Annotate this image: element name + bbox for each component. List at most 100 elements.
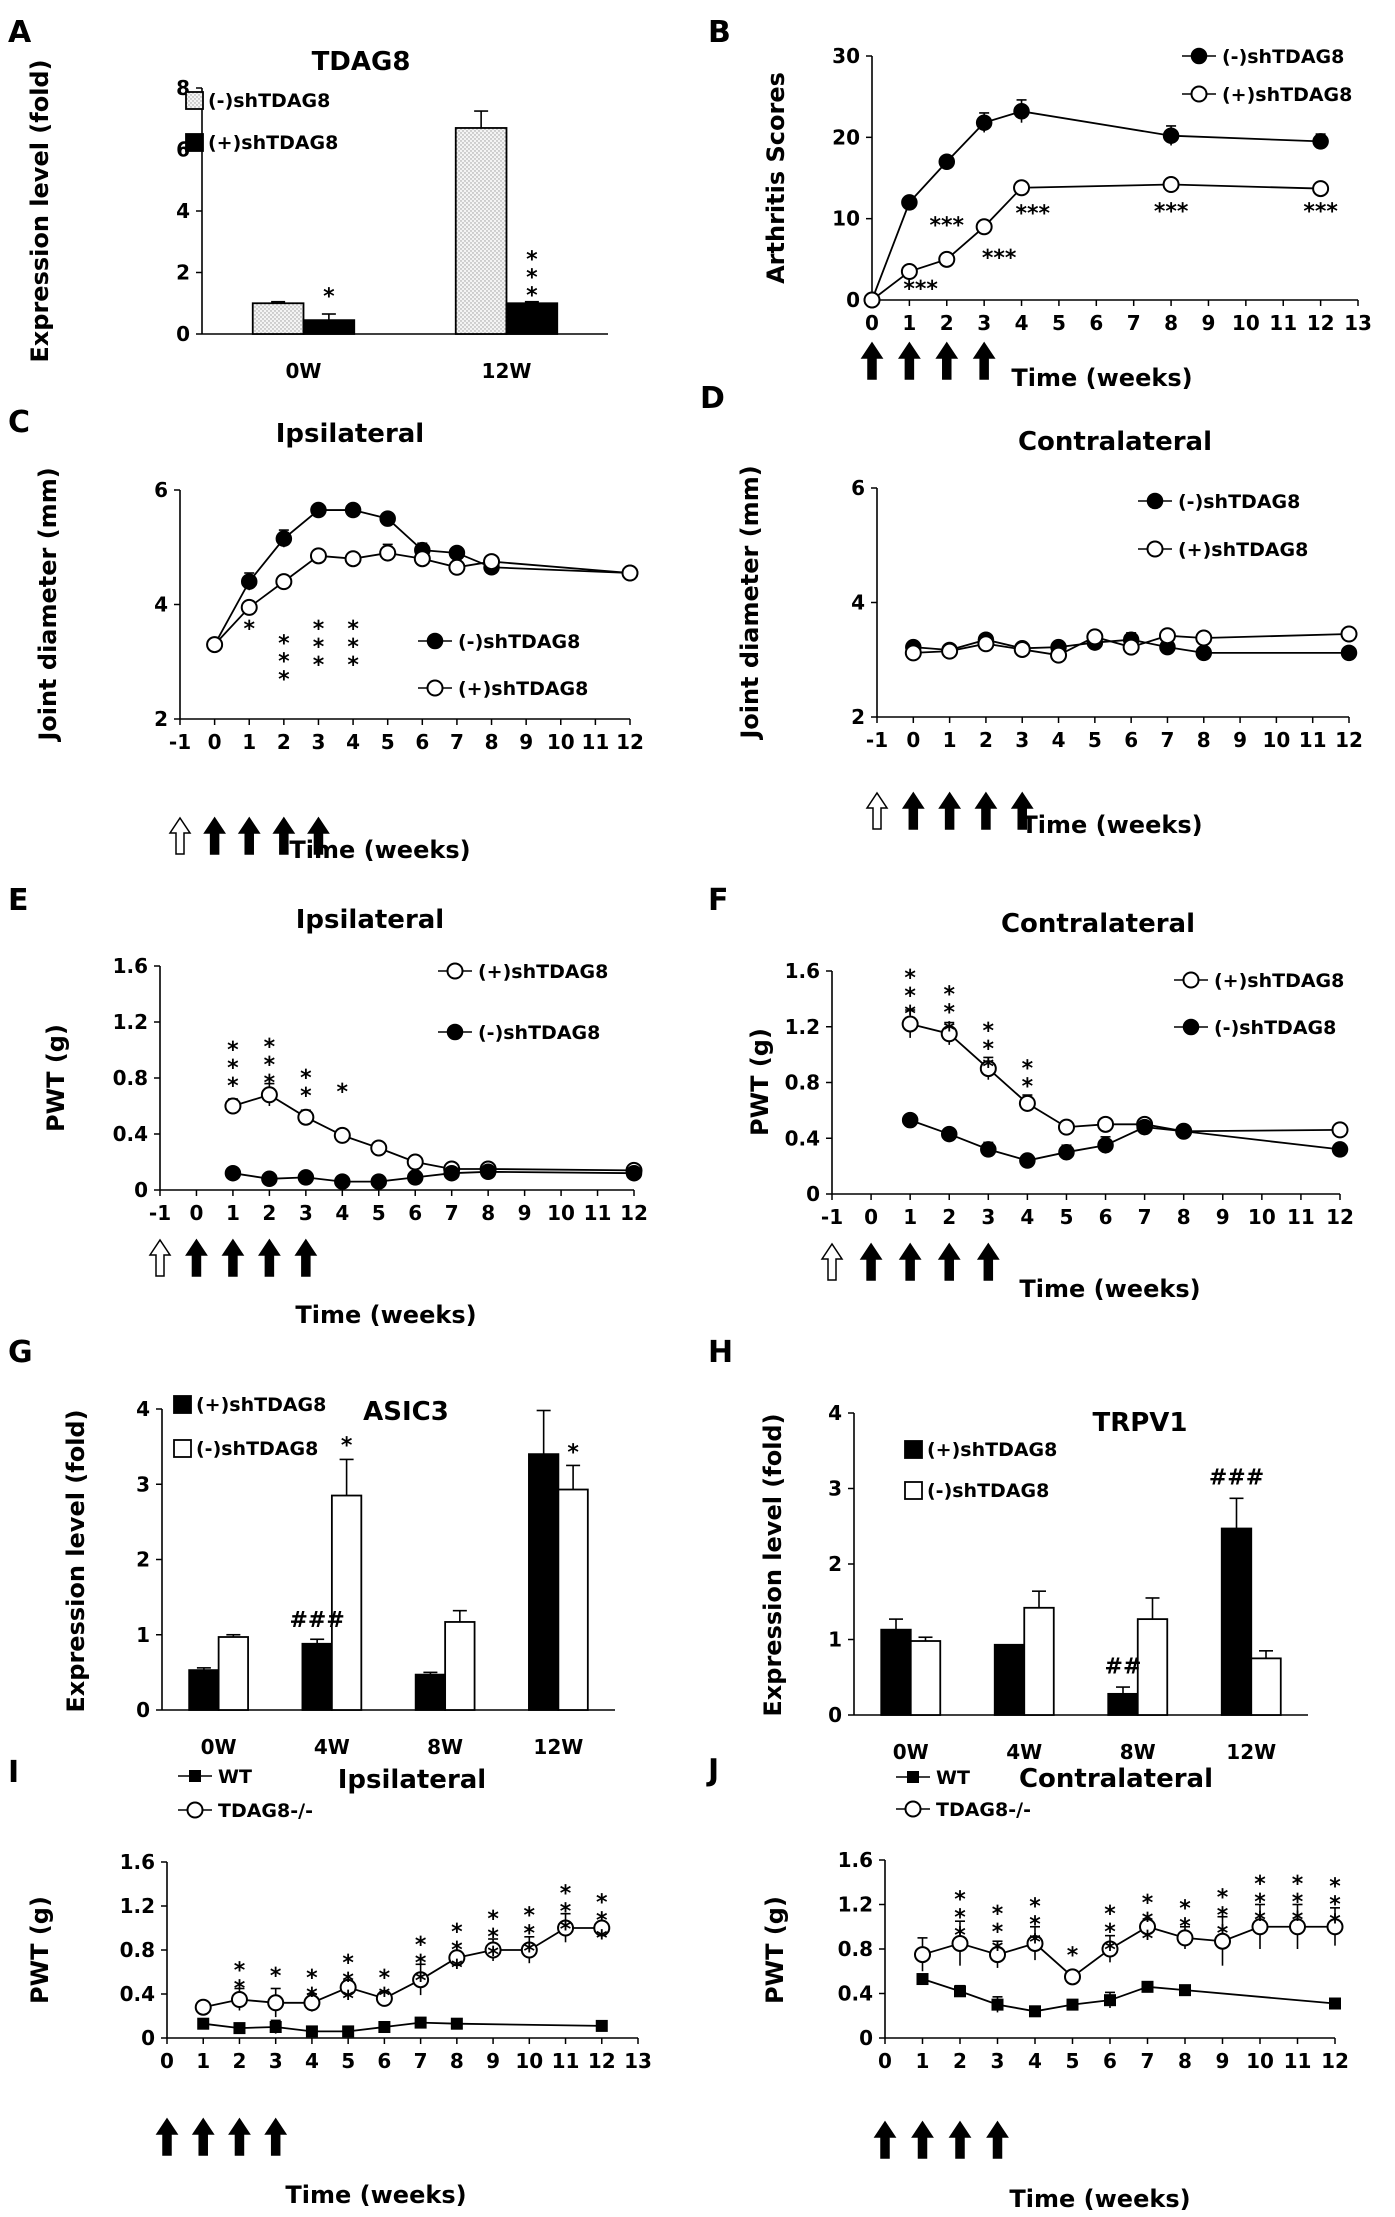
significance-mark: * *	[1022, 1057, 1034, 1100]
injection-arrow	[228, 2117, 251, 2156]
y-tick-label: 0.8	[785, 1071, 820, 1095]
data-point	[520, 1941, 538, 1959]
data-point	[557, 1919, 575, 1937]
x-axis-label: Time (weeks)	[285, 2181, 466, 2209]
bar	[1107, 1692, 1139, 1716]
y-axis-label: PWT (g)	[761, 1896, 789, 2004]
data-point	[379, 510, 396, 527]
injection-arrow	[191, 2117, 215, 2156]
y-tick-label: 0	[141, 2026, 155, 2050]
significance-mark: * *	[306, 1966, 318, 2009]
data-point	[1340, 644, 1358, 662]
data-point	[224, 1164, 242, 1182]
legend-marker	[446, 962, 464, 980]
x-tick-label: 5	[1060, 1205, 1074, 1229]
series-line	[922, 1925, 1335, 1978]
data-point	[1331, 1141, 1349, 1158]
data-point	[1050, 646, 1068, 664]
y-tick-label: 2	[176, 261, 190, 285]
data-point	[479, 1163, 497, 1181]
x-tick-label: 11	[581, 730, 609, 754]
x-tick-label: 5	[1088, 728, 1102, 752]
y-tick-label: 2	[154, 707, 168, 731]
chart-title: Ipsilateral	[296, 905, 444, 935]
series-line	[913, 638, 1349, 654]
injection-arrow	[938, 791, 962, 830]
significance-mark: ***	[415, 1933, 427, 1994]
injection-arrow	[307, 816, 330, 855]
injection-arrow	[264, 2117, 288, 2156]
data-point	[305, 2025, 318, 2038]
significance-mark: ***	[278, 631, 290, 692]
significance-mark: ***	[313, 617, 325, 678]
data-point	[1086, 628, 1104, 646]
data-point	[901, 1015, 919, 1033]
y-axis-label: Arthritis Scores	[762, 72, 790, 284]
series-line	[909, 1023, 1341, 1133]
significance-mark: ***	[1303, 200, 1338, 225]
y-tick-label: 6	[851, 476, 865, 500]
data-point	[951, 1934, 969, 1952]
significance-mark: * *	[300, 1066, 312, 1109]
significance-mark: ***	[1217, 1886, 1229, 1947]
data-point	[342, 2025, 355, 2038]
x-tick-label: 5	[372, 1201, 386, 1225]
x-category-label: 0W	[286, 359, 322, 383]
injection-arrow	[185, 1238, 208, 1277]
x-category-label: 0W	[201, 1735, 237, 1759]
data-point	[230, 1991, 248, 2008]
y-axis-label: PWT (g)	[746, 1028, 774, 1136]
data-point	[443, 1164, 460, 1182]
x-tick-label: 0	[865, 311, 879, 335]
y-tick-label: 1.2	[113, 1010, 148, 1034]
x-tick-label: 2	[233, 2049, 247, 2073]
legend-label: (+)shTDAG8	[927, 1439, 1057, 1461]
legend-marker	[1190, 85, 1208, 103]
series-line	[913, 633, 1350, 657]
data-point	[1097, 1115, 1115, 1133]
legend-marker	[446, 1023, 464, 1041]
legend-label: (-)shTDAG8	[478, 1022, 600, 1044]
legend-marker	[1146, 540, 1164, 558]
bar	[217, 1636, 249, 1711]
y-tick-label: 6	[154, 478, 168, 502]
significance-mark: * *	[234, 1959, 246, 2002]
data-point	[484, 1941, 502, 1959]
y-tick-label: 0	[806, 1182, 820, 1206]
data-point	[1162, 176, 1180, 194]
x-tick-label: 3	[299, 1201, 313, 1225]
data-point	[1176, 1929, 1194, 1947]
panel-label: B	[708, 15, 731, 50]
legend-label: WT	[218, 1766, 252, 1788]
x-tick-label: 1	[943, 728, 957, 752]
chart-title: Contralateral	[1001, 909, 1195, 939]
legend-marker	[1182, 1018, 1200, 1036]
data-point	[900, 263, 918, 281]
x-tick-label: 11	[552, 2049, 580, 2073]
x-tick-label: 0	[160, 2049, 174, 2073]
y-axis-label: PWT (g)	[26, 1896, 54, 2004]
significance-mark: ***	[954, 1888, 966, 1949]
legend-label: (-)shTDAG8	[196, 1438, 318, 1460]
injection-arrow	[976, 1242, 1000, 1281]
significance-mark: ***	[1015, 201, 1050, 226]
data-point	[625, 1164, 643, 1182]
data-point	[916, 1973, 929, 1986]
data-point	[194, 1998, 212, 2016]
data-point	[1066, 1998, 1079, 2011]
x-tick-label: 8	[481, 1201, 495, 1225]
y-tick-label: 0.8	[838, 1937, 873, 1961]
x-tick-label: 12	[1321, 2049, 1349, 2073]
x-tick-label: 12	[616, 730, 644, 754]
y-tick-label: 1.6	[120, 1850, 155, 1874]
y-tick-label: 0.4	[838, 1982, 873, 2006]
legend-marker	[907, 1771, 919, 1783]
x-category-label: 8W	[427, 1735, 463, 1759]
data-point	[406, 1169, 424, 1186]
x-tick-label: 4	[305, 2049, 319, 2073]
data-point	[938, 153, 956, 170]
significance-mark: *	[323, 284, 335, 309]
x-tick-label: 7	[1161, 728, 1175, 752]
x-tick-label: 10	[515, 2049, 543, 2073]
x-tick-label: 0	[208, 730, 222, 754]
